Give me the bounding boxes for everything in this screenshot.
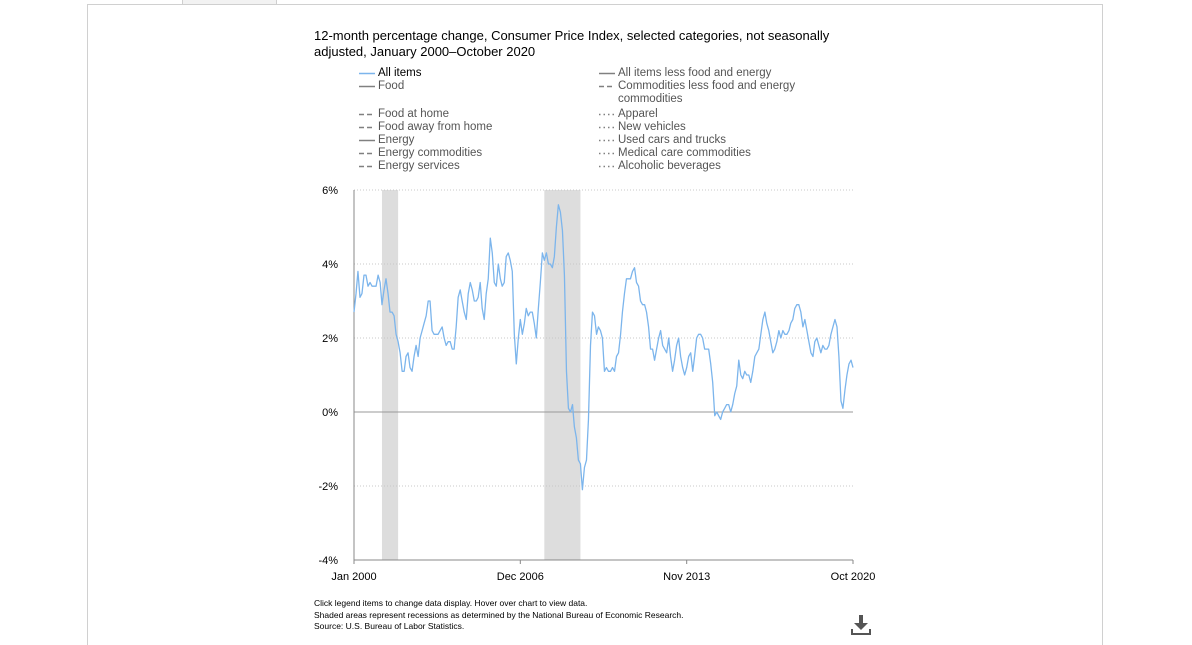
- y-tick-label: 4%: [322, 259, 338, 271]
- legend-item-apparel[interactable]: Apparel: [598, 108, 828, 121]
- recession-band-1: [381, 190, 399, 560]
- legend-item-energy[interactable]: Energy: [358, 134, 588, 147]
- legend-label: Apparel: [618, 108, 658, 120]
- y-tick-label: -4%: [318, 555, 338, 567]
- legend-item-new-vehicles[interactable]: New vehicles: [598, 121, 828, 134]
- legend-item-used-cars-and-trucks[interactable]: Used cars and trucks: [598, 134, 828, 147]
- legend-swatch: [359, 165, 375, 168]
- chart-notes: Click legend items to change data displa…: [314, 598, 683, 633]
- legend-label: Food: [378, 80, 405, 92]
- download-icon[interactable]: [851, 614, 871, 636]
- legend-swatch: [359, 72, 375, 75]
- legend-label: Used cars and trucks: [618, 134, 727, 146]
- legend-label: Energy: [378, 134, 415, 146]
- x-tick-label: Dec 2006: [497, 571, 544, 583]
- x-tick-label: Oct 2020: [831, 571, 876, 583]
- legend-label: All items less food and energy: [618, 67, 772, 79]
- legend-swatch: [599, 72, 615, 75]
- y-tick-label: 0%: [322, 407, 338, 419]
- notes-line-3: Source: U.S. Bureau of Labor Statistics.: [314, 621, 465, 631]
- y-tick-label: -2%: [318, 481, 338, 493]
- tab-stub[interactable]: [182, 0, 277, 5]
- legend-item-medical-care-commodities[interactable]: Medical care commodities: [598, 147, 828, 160]
- series-line-all-items: [353, 204, 854, 491]
- legend-label: Energy services: [378, 160, 460, 172]
- legend-item-food[interactable]: Food: [358, 80, 588, 93]
- legend-label: Commodities less food and energy commodi…: [618, 80, 796, 105]
- chart-title: 12-month percentage change, Consumer Pri…: [314, 28, 830, 59]
- notes-line-1: Click legend items to change data displa…: [314, 598, 588, 608]
- legend-label: Food at home: [378, 108, 449, 120]
- legend-label: New vehicles: [618, 121, 686, 133]
- legend-label: Energy commodities: [378, 147, 483, 159]
- notes-line-2: Shaded areas represent recessions as det…: [314, 609, 684, 620]
- legend-label: Medical care commodities: [618, 147, 751, 159]
- legend-swatch: [599, 85, 615, 88]
- legend-swatch: [359, 113, 375, 116]
- legend-swatch: [359, 139, 375, 142]
- recession-band-2: [544, 190, 581, 560]
- legend-swatch: [359, 85, 375, 88]
- legend-label: Food away from home: [378, 121, 493, 133]
- legend-label: Alcoholic beverages: [618, 160, 721, 172]
- legend-item-commodities-less-food-and-energy-commodities[interactable]: Commodities less food and energy commodi…: [598, 80, 818, 106]
- legend-swatch: [359, 126, 375, 129]
- x-tick-label: Nov 2013: [663, 571, 710, 583]
- legend-item-food-away-from-home[interactable]: Food away from home: [358, 121, 588, 134]
- legend-item-all-items[interactable]: All items: [358, 67, 588, 80]
- legend-item-energy-commodities[interactable]: Energy commodities: [358, 147, 588, 160]
- legend-item-food-at-home[interactable]: Food at home: [358, 108, 588, 121]
- legend-swatch: [359, 152, 375, 155]
- y-tick-label: 2%: [322, 333, 338, 345]
- legend-item-all-items-less-food-and-energy[interactable]: All items less food and energy: [598, 67, 828, 80]
- legend-label: All items: [378, 67, 422, 79]
- x-tick-label: Jan 2000: [331, 571, 376, 583]
- legend-item-alcoholic-beverages[interactable]: Alcoholic beverages: [598, 160, 828, 173]
- y-tick-label: 6%: [322, 185, 338, 197]
- chart-panel: [87, 4, 1103, 645]
- legend-item-energy-services[interactable]: Energy services: [358, 160, 588, 173]
